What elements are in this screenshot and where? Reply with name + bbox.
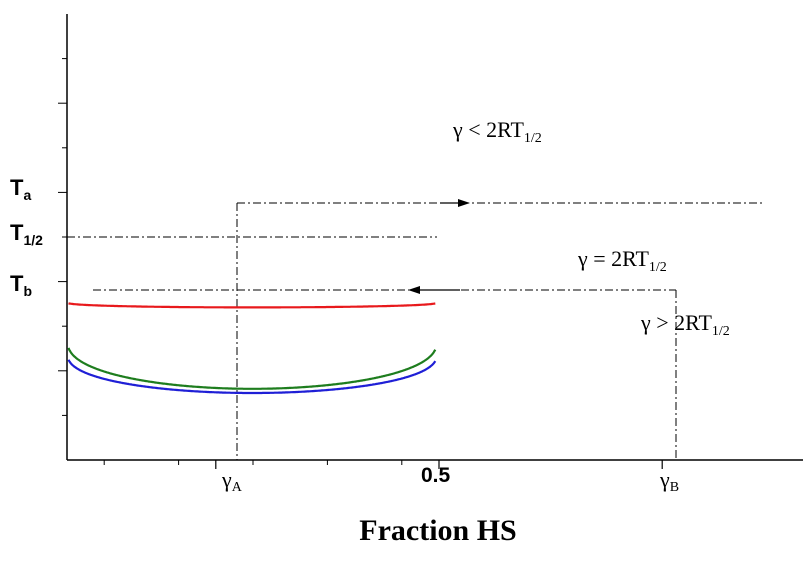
x-tick-label-gamma-b: γB: [659, 467, 679, 495]
y-tick-label-ta: Ta: [10, 175, 31, 203]
series-line-3: [67, 347, 437, 390]
axes: [58, 14, 803, 469]
x-tick-label-gamma-a: γA: [221, 467, 243, 495]
series-label-lt: γ < 2RT1/2: [452, 117, 542, 146]
series-label-eq: γ = 2RT1/2: [577, 246, 667, 275]
curves: [67, 302, 437, 395]
guide-lines: [67, 202, 765, 460]
series-label-gt: γ > 2RT1/2: [640, 310, 730, 339]
y-tick-label-tb: Tb: [10, 271, 32, 299]
series-line-2: [67, 359, 437, 395]
x-axis-title: Fraction HS: [359, 514, 517, 547]
arrow-right-head: [458, 199, 470, 207]
x-tick-label-half: 0.5: [421, 464, 451, 487]
arrow-left-head: [408, 286, 420, 294]
arrows: [408, 199, 470, 294]
y-tick-label-thalf: T1/2: [10, 220, 43, 248]
series-line-1: [68, 302, 436, 309]
